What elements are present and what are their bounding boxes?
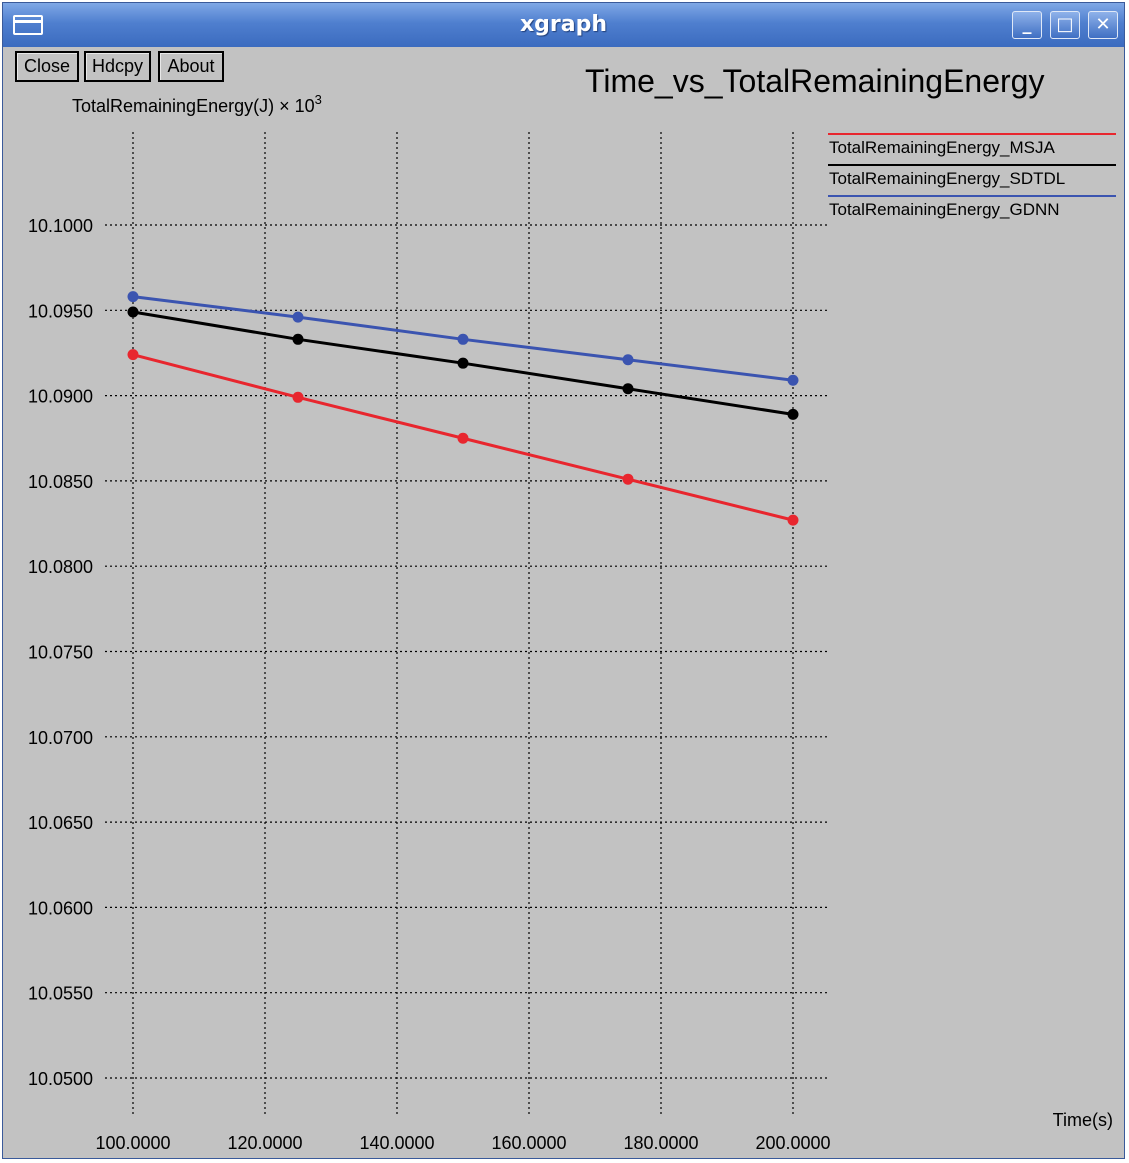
window-title: xgraph (519, 12, 608, 37)
x-tick-label: 100.0000 (95, 1133, 170, 1153)
x-tick-label: 160.0000 (491, 1133, 566, 1153)
x-tick-labels: 100.0000 120.0000 140.0000 160.0000 180.0000… (95, 1133, 830, 1153)
hdcpy-button[interactable]: Hdcpy (84, 51, 151, 82)
data-point (787, 514, 799, 526)
data-point (787, 374, 799, 386)
about-button[interactable]: About (158, 51, 224, 82)
data-point (292, 311, 304, 323)
data-point (622, 383, 634, 395)
y-tick-label: 10.0850 (28, 472, 93, 492)
y-tick-labels: 10.0500 10.0550 10.0600 10.0650 10.0700 10.07… (28, 216, 93, 1089)
series-lines (127, 291, 799, 526)
y-tick-label: 10.0750 (28, 643, 93, 663)
legend-label: TotalRemainingEnergy_GDNN (829, 200, 1060, 219)
data-point (127, 291, 139, 303)
window-menu-icon[interactable] (13, 15, 43, 35)
chart-title: Time_vs_TotalRemainingEnergy (585, 63, 1045, 99)
y-tick-label: 10.0900 (28, 387, 93, 407)
y-tick-label: 10.0500 (28, 1069, 93, 1089)
data-point (787, 408, 799, 420)
data-point (622, 354, 634, 366)
line-chart: 10.0500 10.0550 10.0600 10.0650 10.0700 10.07… (28, 92, 1116, 1153)
y-tick-label: 10.0550 (28, 984, 93, 1004)
y-tick-label: 10.0800 (28, 557, 93, 577)
close-icon[interactable]: ✕ (1088, 11, 1118, 39)
x-tick-label: 140.0000 (359, 1133, 434, 1153)
y-tick-label: 10.0650 (28, 813, 93, 833)
y-tick-label: 10.0600 (28, 898, 93, 918)
data-point (292, 391, 304, 403)
legend-label: TotalRemainingEnergy_MSJA (829, 138, 1055, 157)
data-point (457, 432, 469, 444)
y-tick-label: 10.0950 (28, 301, 93, 321)
series-line (132, 353, 794, 522)
data-point (457, 333, 469, 345)
grid (105, 132, 828, 1115)
data-point (457, 357, 469, 369)
maximize-icon[interactable]: □ (1050, 11, 1080, 39)
series-line (132, 295, 794, 382)
y-tick-label: 10.1000 (28, 216, 93, 236)
y-tick-label: 10.0700 (28, 728, 93, 748)
graph-area: Close Hdcpy About Time_vs_TotalRemaining… (10, 47, 1119, 1153)
x-tick-label: 120.0000 (227, 1133, 302, 1153)
series-line (132, 310, 794, 416)
x-axis-label: Time(s) (1053, 1110, 1113, 1130)
data-point (127, 349, 139, 361)
minimize-icon[interactable]: _ (1012, 11, 1042, 39)
title-bar[interactable]: xgraph _ □ ✕ (3, 3, 1124, 47)
data-point (127, 306, 139, 318)
x-tick-label: 200.0000 (755, 1133, 830, 1153)
y-axis-label: TotalRemainingEnergy(J) × 103 (72, 92, 322, 116)
x-tick-label: 180.0000 (623, 1133, 698, 1153)
legend-label: TotalRemainingEnergy_SDTDL (829, 169, 1065, 188)
data-point (622, 473, 634, 485)
data-point (292, 333, 304, 345)
close-button[interactable]: Close (15, 51, 79, 82)
legend: TotalRemainingEnergy_MSJA TotalRemainingE… (828, 133, 1116, 219)
